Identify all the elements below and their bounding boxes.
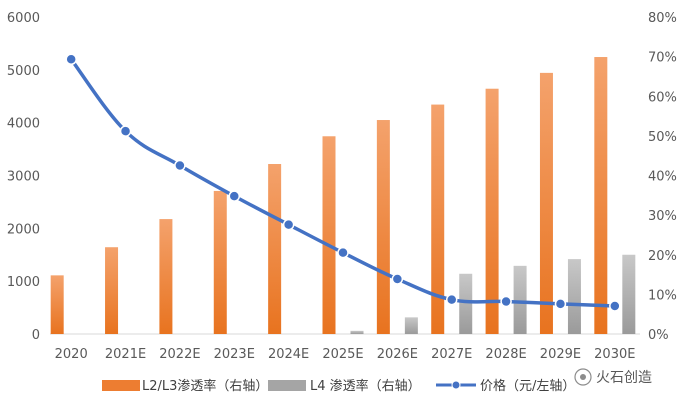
legend-swatch-l2l3 (102, 380, 140, 391)
price-point (65, 53, 77, 66)
left-tick-label: 1000 (7, 275, 40, 290)
legend-label-l4: L4 渗透率（右轴） (310, 378, 421, 394)
left-tick-label: 6000 (7, 11, 40, 26)
x-tick-label: 2025E (322, 347, 363, 362)
legend-label-price: 价格（元/左轴） (480, 378, 575, 394)
x-tick-label: 2023E (214, 347, 255, 362)
bar-l2l3 (594, 57, 608, 335)
legend-swatch-l4 (268, 380, 306, 391)
right-tick-label: 0% (648, 328, 669, 343)
price-line (69, 58, 615, 308)
bar-l4 (404, 317, 418, 334)
bar-l4 (513, 265, 527, 334)
bar-l4 (350, 330, 364, 334)
x-tick-label: 2030E (594, 347, 635, 362)
right-tick-label: 10% (648, 288, 677, 303)
bar-l2l3 (485, 88, 499, 334)
bar-l2l3 (431, 104, 445, 334)
left-tick-label: 4000 (7, 117, 40, 132)
bar-l2l3 (322, 136, 336, 334)
bars (50, 57, 636, 335)
bar-l2l3 (50, 275, 64, 334)
price-point (609, 300, 621, 312)
bar-l2l3 (213, 190, 227, 334)
right-tick-label: 20% (648, 249, 677, 264)
left-tick-label: 5000 (7, 64, 40, 79)
bar-l4 (459, 273, 473, 334)
watermark: 火石创造 (574, 368, 652, 386)
legend-marker-price (451, 380, 461, 390)
legend-label-l2l3: L2/L3渗透率（右轴） (142, 378, 268, 394)
right-tick-label: 80% (648, 11, 677, 26)
x-tick-label: 2022E (159, 347, 200, 362)
left-tick-label: 3000 (7, 170, 40, 185)
x-tick-label: 2026E (377, 347, 418, 362)
left-axis: 0 1000 2000 3000 4000 5000 6000 (7, 11, 40, 343)
watermark-text: 火石创造 (596, 370, 652, 386)
bar-l2l3 (159, 219, 173, 334)
price-point (337, 246, 349, 259)
x-tick-label: 2027E (431, 347, 472, 362)
price-line-series (65, 53, 621, 312)
bar-l4 (622, 254, 636, 334)
price-point (445, 293, 458, 306)
right-tick-label: 70% (648, 51, 677, 66)
x-tick-label: 2020 (55, 347, 88, 362)
bar-l2l3 (105, 247, 119, 334)
x-tick-label: 2024E (268, 347, 309, 362)
price-point (391, 273, 404, 285)
left-tick-label: 2000 (7, 222, 40, 237)
bar-l2l3 (376, 120, 390, 335)
right-axis: 0% 10% 20% 30% 40% 50% 60% 70% 80% (648, 11, 677, 343)
bar-l2l3 (268, 164, 282, 334)
x-tick-label: 2021E (105, 347, 146, 362)
right-tick-label: 40% (648, 170, 677, 185)
watermark-logo-icon (574, 368, 592, 386)
right-tick-label: 60% (648, 90, 677, 105)
watermark-logo-dot (580, 374, 586, 380)
bar-l4 (567, 259, 581, 334)
left-tick-label: 0 (32, 328, 40, 343)
x-tick-label: 2029E (540, 347, 581, 362)
price-point (119, 125, 132, 137)
price-point (554, 298, 567, 310)
right-tick-label: 50% (648, 130, 677, 145)
x-tick-label: 2028E (485, 347, 526, 362)
price-point (282, 218, 295, 231)
price-point (174, 159, 186, 172)
right-tick-label: 30% (648, 209, 677, 224)
price-point (228, 190, 241, 202)
bar-l2l3 (539, 72, 553, 334)
price-point (500, 295, 512, 308)
legend: L2/L3渗透率（右轴） L4 渗透率（右轴） 价格（元/左轴） (102, 378, 575, 394)
x-axis: 2020 2021E 2022E 2023E 2024E 2025E 2026E 2027E 2… (55, 347, 636, 362)
